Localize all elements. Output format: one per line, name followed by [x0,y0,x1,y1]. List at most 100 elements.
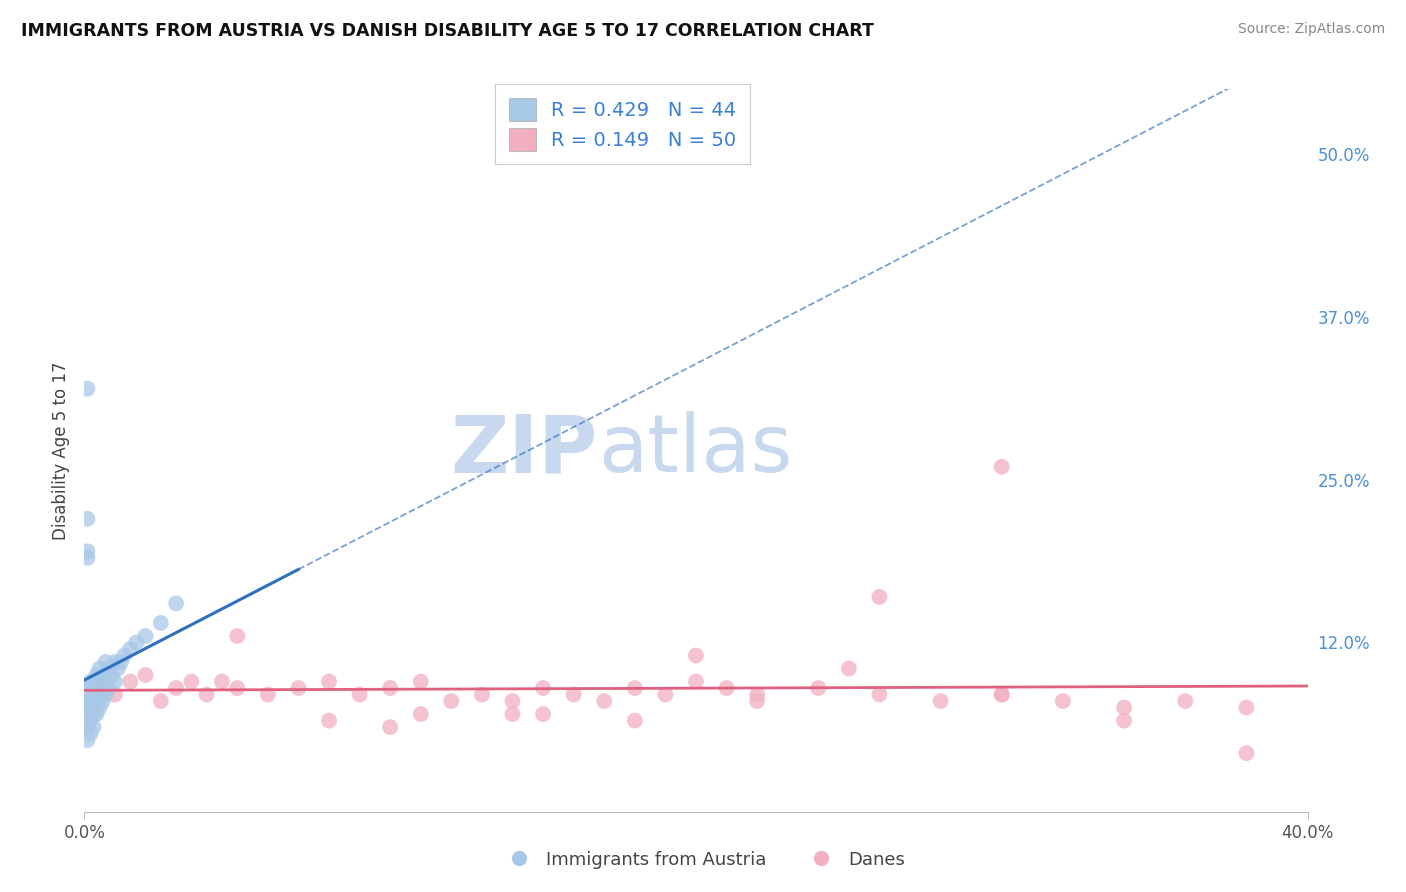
Point [94,655,117,669]
Point [1114,714,1136,728]
Point [83,720,105,734]
Point [287,681,309,695]
Point [104,674,127,689]
Point [624,681,647,695]
Point [593,694,616,708]
Point [318,714,340,728]
Point [531,707,554,722]
Point [149,615,172,630]
Point [79,726,101,740]
Point [76,512,98,526]
Point [685,674,707,689]
Point [380,681,402,695]
Point [531,681,554,695]
Legend: Immigrants from Austria, Danes: Immigrants from Austria, Danes [494,844,912,876]
Point [869,590,891,604]
Point [86,694,108,708]
Point [654,688,676,702]
Point [97,661,120,675]
Point [79,681,101,695]
Text: IMMIGRANTS FROM AUSTRIA VS DANISH DISABILITY AGE 5 TO 17 CORRELATION CHART: IMMIGRANTS FROM AUSTRIA VS DANISH DISABI… [21,22,875,40]
Point [991,688,1014,702]
Point [502,694,524,708]
Point [97,681,120,695]
Point [125,635,148,649]
Point [869,688,891,702]
Point [104,688,127,702]
Legend: R = 0.429   N = 44, R = 0.149   N = 50: R = 0.429 N = 44, R = 0.149 N = 50 [495,85,751,164]
Point [76,550,98,565]
Point [149,694,172,708]
Text: ZIP: ZIP [451,411,598,490]
Point [120,674,142,689]
Point [991,459,1014,474]
Point [165,681,187,695]
Point [180,674,202,689]
Point [112,648,135,663]
Point [409,707,432,722]
Point [165,596,187,610]
Point [76,720,98,734]
Point [838,661,860,675]
Point [89,681,111,695]
Point [318,674,340,689]
Point [120,642,142,657]
Point [929,694,952,708]
Point [76,382,98,396]
Text: Source: ZipAtlas.com: Source: ZipAtlas.com [1237,22,1385,37]
Point [1052,694,1074,708]
Point [86,681,108,695]
Point [1174,694,1197,708]
Point [502,707,524,722]
Point [89,661,111,675]
Point [747,688,769,702]
Text: atlas: atlas [598,411,793,490]
Point [79,674,101,689]
Point [89,688,111,702]
Point [101,668,124,682]
Point [76,544,98,558]
Point [86,668,108,682]
Point [79,700,101,714]
Point [76,733,98,747]
Point [562,688,585,702]
Point [91,668,114,682]
Point [91,681,114,695]
Point [76,694,98,708]
Point [226,681,249,695]
Point [76,688,98,702]
Point [195,688,218,702]
Point [409,674,432,689]
Point [76,707,98,722]
Point [685,648,707,663]
Point [89,674,111,689]
Point [83,694,105,708]
Point [94,674,117,689]
Point [104,655,127,669]
Y-axis label: Disability Age 5 to 17: Disability Age 5 to 17 [52,361,70,540]
Point [226,629,249,643]
Point [257,688,280,702]
Point [440,694,463,708]
Point [83,707,105,722]
Point [471,688,494,702]
Point [1236,746,1258,760]
Point [1114,700,1136,714]
Point [624,714,647,728]
Point [94,688,117,702]
Point [807,681,830,695]
Point [86,707,108,722]
Point [135,629,157,643]
Point [83,674,105,689]
Point [380,720,402,734]
Point [83,688,105,702]
Point [79,714,101,728]
Point [1236,700,1258,714]
Point [211,674,233,689]
Point [991,688,1014,702]
Point [110,655,132,669]
Point [135,668,157,682]
Point [716,681,738,695]
Point [349,688,371,702]
Point [747,694,769,708]
